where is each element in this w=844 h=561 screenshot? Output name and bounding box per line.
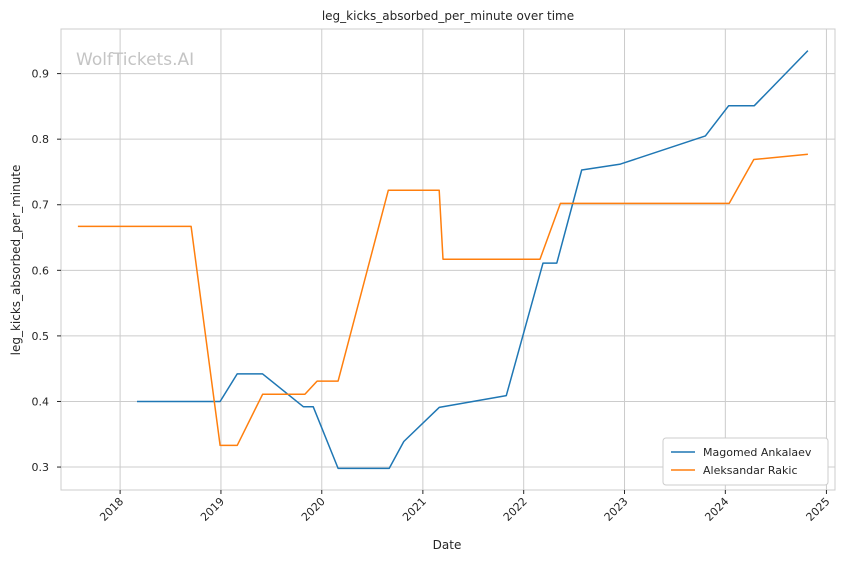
watermark-text: WolfTickets.AI — [76, 50, 194, 70]
series-line-1 — [137, 50, 809, 470]
chart-title: leg_kicks_absorbed_per_minute over time — [322, 9, 574, 23]
y-axis-ticks: 0.3 0.4 0.5 0.6 0.7 0.8 0.9 — [32, 68, 61, 474]
y-tick-label: 0.9 — [32, 68, 50, 81]
legend-label-ankalaev: Magomed Ankalaev — [703, 446, 812, 459]
x-axis-title: Date — [433, 538, 462, 552]
legend-label-rakic: Aleksandar Rakic — [703, 464, 798, 477]
legend: Magomed Ankalaev Aleksandar Rakic — [662, 437, 829, 486]
y-tick-label: 0.8 — [32, 133, 50, 146]
y-tick-label: 0.4 — [32, 395, 50, 408]
y-tick-label: 0.7 — [32, 199, 50, 212]
y-tick-label: 0.5 — [32, 330, 50, 343]
series-line-2 — [77, 153, 808, 447]
y-tick-label: 0.6 — [32, 264, 50, 277]
y-tick-label: 0.3 — [32, 461, 50, 474]
y-axis-title: leg_kicks_absorbed_per_minute — [9, 165, 23, 356]
series-lines — [77, 50, 809, 470]
legend-box — [662, 437, 829, 486]
